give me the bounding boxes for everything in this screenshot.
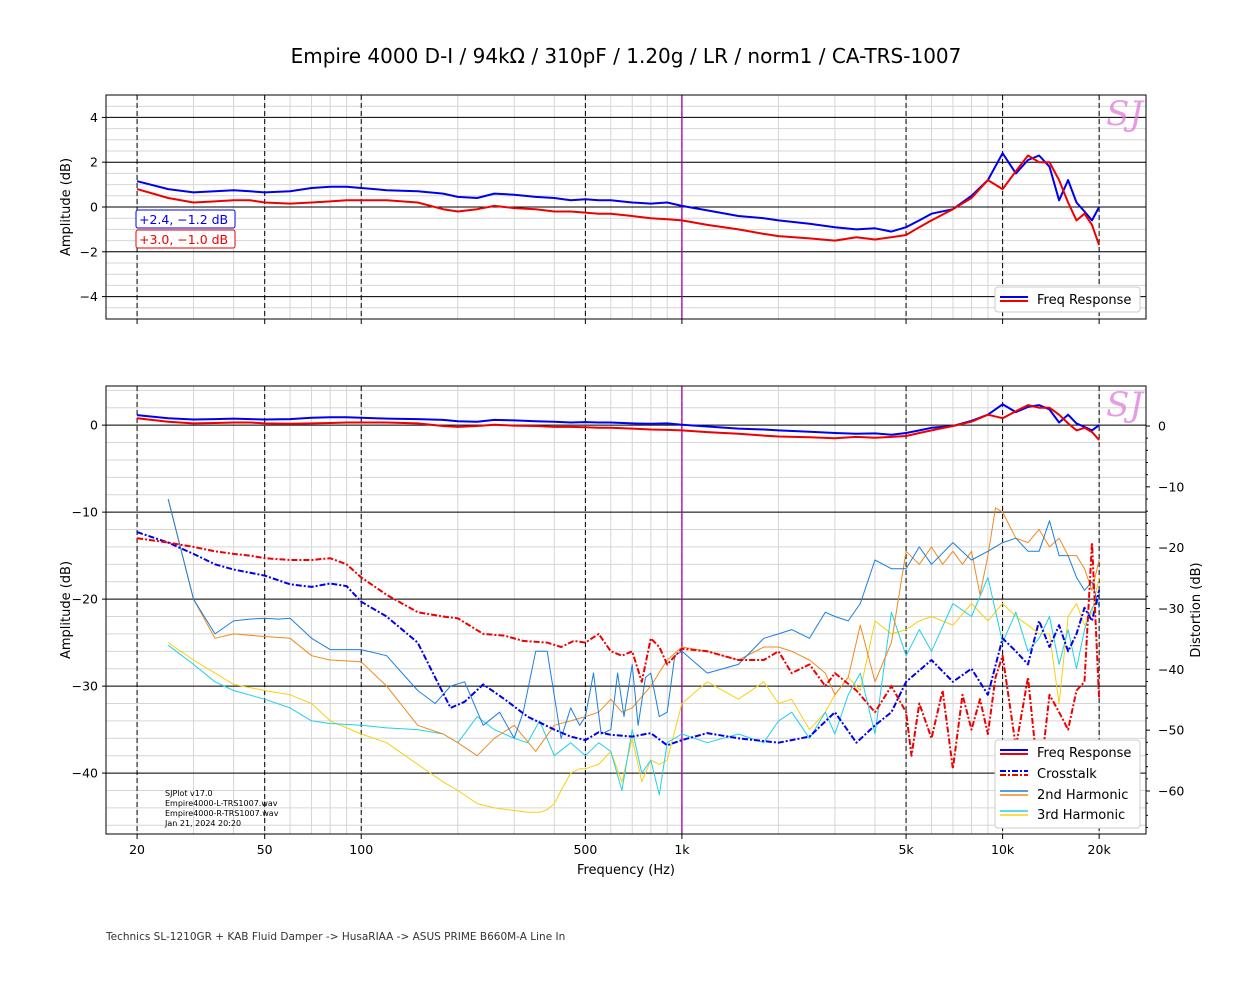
series-right <box>136 404 1100 441</box>
series-group <box>136 152 1101 246</box>
frequency-response-panel: 4 2 0 −2 −4 SJ Amplitude (dB) +2.4, −1.2 dB +3.0… <box>59 94 1147 324</box>
legend-label-crosstalk: Crosstalk <box>1037 767 1097 782</box>
y2-tick-label: −40 <box>1158 662 1184 677</box>
legend-label-freq-response: Freq Response <box>1037 293 1131 308</box>
y-tick-label: 0 <box>90 200 98 215</box>
annotation-right: +3.0, −1.0 dB <box>139 232 228 247</box>
info-line: Empire4000-R-TRS1007.wav <box>165 809 279 818</box>
y-tick-label: 4 <box>90 110 98 125</box>
legend-label-3rd-harmonic: 3rd Harmonic <box>1037 808 1125 823</box>
watermark-logo: SJ <box>1106 94 1145 134</box>
annotation-box <box>135 229 236 249</box>
annotation-box <box>135 209 236 229</box>
y-tick-label: −4 <box>80 289 98 304</box>
plot-frame <box>105 385 1147 835</box>
x-tick-label: 500 <box>573 842 597 857</box>
annotation-left: +2.4, −1.2 dB <box>139 212 228 227</box>
y2-tick-label: −20 <box>1158 540 1184 555</box>
series-h3_right <box>167 577 1100 813</box>
y-tick-label: −20 <box>72 592 98 607</box>
y-tick-label: −30 <box>72 679 98 694</box>
y2-tick-label: −50 <box>1158 723 1184 738</box>
info-line: Jan 21, 2024 20:20 <box>164 819 241 828</box>
y2-tick-label: −60 <box>1158 784 1184 799</box>
y-tick-label: 2 <box>90 155 98 170</box>
series-right <box>136 154 1101 246</box>
chart-title: Empire 4000 D-I / 94kΩ / 310pF / 1.20g /… <box>291 44 962 68</box>
y-axis-label: Amplitude (dB) <box>59 158 74 256</box>
y-tick-label: −2 <box>80 244 98 259</box>
x-tick-label: 100 <box>349 842 373 857</box>
y-axis-label: Amplitude (dB) <box>59 561 74 659</box>
plot-frame <box>105 94 1147 320</box>
y-tick-label: 0 <box>90 418 98 433</box>
info-line: Empire4000-L-TRS1007.wav <box>165 799 278 808</box>
x-tick-label: 10k <box>991 842 1015 857</box>
footer-note: Technics SL-1210GR + KAB Fluid Damper ->… <box>105 931 565 943</box>
series-left <box>136 152 1100 233</box>
x-tick-label: 20 <box>129 842 145 857</box>
y-tick-label: −10 <box>72 505 98 520</box>
y-tick-label: −40 <box>72 766 98 781</box>
series-h3_left <box>167 576 1100 796</box>
distortion-crosstalk-panel: 0 −10 −20 −30 −40 20 50 100 500 1k 5k 10k 20k SJ Ampli… <box>59 385 1204 878</box>
series-group <box>136 403 1101 813</box>
y2-tick-label: −30 <box>1158 601 1184 616</box>
legend-box <box>994 739 1141 829</box>
y2-tick-label: 0 <box>1158 419 1166 434</box>
info-line: SJPlot v17.0 <box>165 789 213 798</box>
x-tick-label: 20k <box>1088 842 1112 857</box>
legend-box <box>994 286 1141 313</box>
x-tick-label: 5k <box>898 842 914 857</box>
series-crosstalk_left <box>136 531 1101 747</box>
x-tick-label: 1k <box>674 842 690 857</box>
watermark-logo: SJ <box>1106 385 1145 425</box>
series-crosstalk_right <box>136 537 1101 788</box>
legend-label-freq-response: Freq Response <box>1037 746 1131 761</box>
series-h2_right <box>167 498 1100 757</box>
x-axis-label: Frequency (Hz) <box>577 863 675 878</box>
legend-label-2nd-harmonic: 2nd Harmonic <box>1037 788 1128 803</box>
series-h2_left <box>167 498 1100 739</box>
y2-tick-label: −10 <box>1158 479 1184 494</box>
x-tick-label: 50 <box>257 842 273 857</box>
y2-axis-label: Distortion (dB) <box>1189 562 1204 657</box>
series-left <box>137 403 1100 436</box>
